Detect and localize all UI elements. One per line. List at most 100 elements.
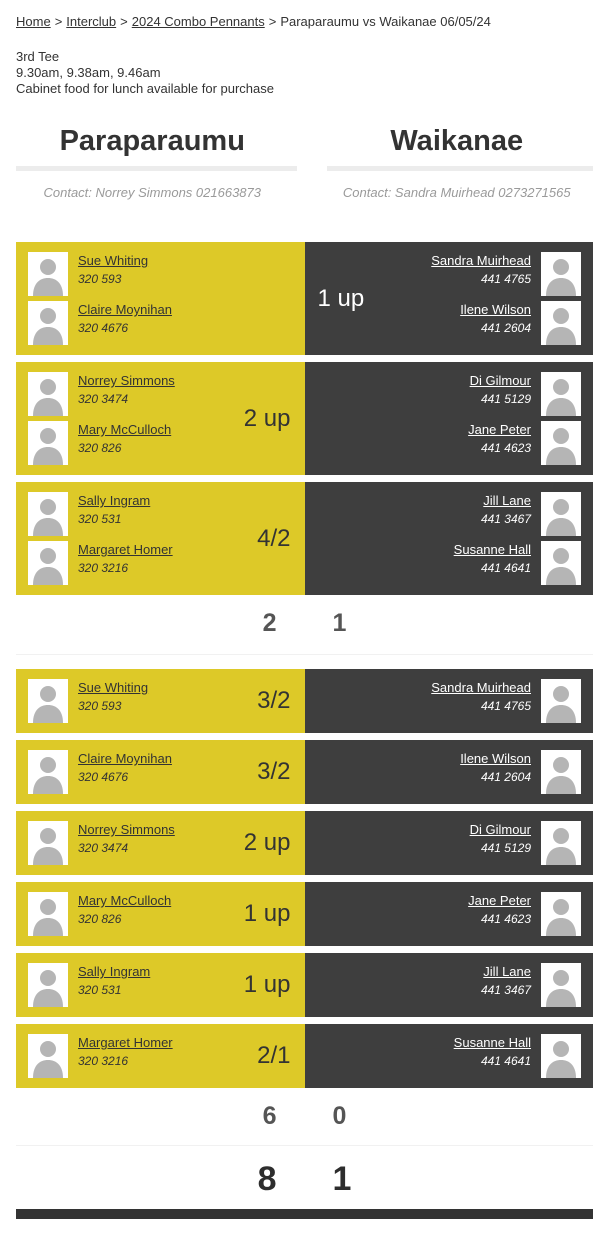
- player-entry: Margaret Homer 320 3216: [28, 541, 293, 585]
- singles-subtotal-away: 0: [332, 1102, 347, 1130]
- breadcrumb-separator: >: [54, 14, 63, 29]
- lunch-info: Cabinet food for lunch available for pur…: [16, 81, 274, 96]
- player-avatar: [28, 679, 68, 723]
- player-name-link[interactable]: Jill Lane: [483, 964, 531, 979]
- player-entry: Sue Whiting 320 593: [28, 679, 293, 723]
- player-name-link[interactable]: Margaret Homer: [78, 542, 173, 557]
- pairs-subtotal-home: 2: [262, 609, 277, 637]
- breadcrumb-link-combo-pennants[interactable]: 2024 Combo Pennants: [131, 14, 265, 29]
- player-number: 441 4641: [480, 1054, 531, 1068]
- player-name-link[interactable]: Sue Whiting: [78, 253, 149, 268]
- player-name-link[interactable]: Mary McCulloch: [78, 893, 172, 908]
- home-team-column: Paraparaumu Contact: Norrey Simmons 0216…: [0, 125, 305, 200]
- pairs-subtotal-away: 1: [332, 609, 347, 637]
- singles-subtotal-home: 6: [262, 1102, 277, 1130]
- player-number: 441 2604: [480, 321, 531, 335]
- player-number: 320 826: [78, 912, 122, 926]
- player-number: 441 4641: [480, 561, 531, 575]
- pairs-match-1: Sue Whiting 320 593 Claire Moynihan 320 …: [16, 242, 593, 355]
- pairs-match-1-away-panel: 1 up Sandra Muirhead 441 4765 Ilene Wils…: [304, 242, 593, 355]
- player-number: 441 5129: [480, 392, 531, 406]
- player-name-link[interactable]: Sally Ingram: [78, 493, 151, 508]
- match-score: 2 up: [243, 404, 291, 432]
- player-entry: Ilene Wilson 441 2604: [460, 301, 581, 345]
- player-entry: Sandra Muirhead 441 4765: [431, 252, 581, 296]
- player-number: 441 4623: [480, 441, 531, 455]
- player-number: 320 3216: [78, 1054, 129, 1068]
- player-entry: Susanne Hall 441 4641: [454, 541, 581, 585]
- player-avatar: [541, 492, 581, 536]
- player-name-link[interactable]: Sandra Muirhead: [431, 253, 531, 268]
- away-team-name: Waikanae: [390, 125, 524, 157]
- player-avatar: [28, 492, 68, 536]
- player-name-link[interactable]: Ilene Wilson: [460, 751, 531, 766]
- singles-match-4: 1 up Mary McCulloch 320 826 Jane Peter 4…: [16, 882, 593, 946]
- match-score: 1 up: [243, 900, 291, 927]
- player-name-link[interactable]: Claire Moynihan: [78, 302, 172, 317]
- breadcrumb-separator: >: [268, 14, 277, 29]
- player-name-link[interactable]: Di Gilmour: [469, 373, 531, 388]
- player-name-link[interactable]: Ilene Wilson: [460, 302, 531, 317]
- player-entry: Di Gilmour 441 5129: [470, 821, 581, 865]
- singles-match-6: 2/1 Margaret Homer 320 3216 Susanne Hall…: [16, 1024, 593, 1088]
- player-number: 320 3216: [78, 561, 129, 575]
- home-team-contact: Contact: Norrey Simmons 021663873: [43, 185, 261, 200]
- player-name-link[interactable]: Sue Whiting: [78, 680, 149, 695]
- pairs-match-1-home-panel: Sue Whiting 320 593 Claire Moynihan 320 …: [16, 242, 305, 355]
- breadcrumb-current-page: Paraparaumu vs Waikanae 06/05/24: [280, 14, 491, 29]
- player-entry: Norrey Simmons 320 3474: [28, 372, 293, 416]
- player-avatar: [28, 892, 68, 936]
- singles-match-3: 2 up Norrey Simmons 320 3474 Di Gilmour …: [16, 811, 593, 875]
- player-number: 441 3467: [480, 512, 531, 526]
- player-avatar: [541, 892, 581, 936]
- pairs-match-3-home-panel: 4/2 Sally Ingram 320 531 Margaret Homer …: [16, 482, 305, 595]
- player-name-link[interactable]: Jane Peter: [468, 422, 531, 437]
- player-name-link[interactable]: Susanne Hall: [453, 1035, 531, 1050]
- player-name-link[interactable]: Mary McCulloch: [78, 422, 172, 437]
- player-name-link[interactable]: Norrey Simmons: [78, 822, 175, 837]
- player-entry: Jane Peter 441 4623: [468, 421, 581, 465]
- player-avatar: [541, 750, 581, 794]
- player-entry: Mary McCulloch 320 826: [28, 892, 293, 936]
- breadcrumb-link-interclub[interactable]: Interclub: [66, 14, 117, 29]
- grand-total-away: 1: [332, 1160, 352, 1198]
- player-avatar: [28, 750, 68, 794]
- section-divider: [16, 654, 593, 655]
- player-number: 320 593: [78, 272, 122, 286]
- player-avatar: [541, 252, 581, 296]
- player-number: 441 5129: [480, 841, 531, 855]
- player-name-link[interactable]: Di Gilmour: [469, 822, 531, 837]
- player-name-link[interactable]: Margaret Homer: [78, 1035, 173, 1050]
- player-name-link[interactable]: Claire Moynihan: [78, 751, 172, 766]
- home-team-name: Paraparaumu: [59, 125, 245, 157]
- singles-section: 3/2 Sue Whiting 320 593 Sandra Muirhead …: [0, 669, 609, 1088]
- away-team-rule: [326, 166, 593, 171]
- player-entry: Sue Whiting 320 593: [28, 252, 293, 296]
- singles-match-5: 1 up Sally Ingram 320 531 Jill Lane 441 …: [16, 953, 593, 1017]
- singles-match-1: 3/2 Sue Whiting 320 593 Sandra Muirhead …: [16, 669, 593, 733]
- pairs-match-2: 2 up Norrey Simmons 320 3474 Mary McCull…: [16, 362, 593, 475]
- team-headers: Paraparaumu Contact: Norrey Simmons 0216…: [0, 125, 609, 200]
- grand-total-home: 8: [257, 1160, 277, 1198]
- player-number: 441 4765: [480, 272, 531, 286]
- player-name-link[interactable]: Norrey Simmons: [78, 373, 175, 388]
- player-name-link[interactable]: Jane Peter: [468, 893, 531, 908]
- event-info: 3rd Tee 9.30am, 9.38am, 9.46am Cabinet f…: [16, 49, 593, 97]
- player-avatar: [541, 372, 581, 416]
- breadcrumb-link-home[interactable]: Home: [16, 14, 51, 29]
- player-avatar: [28, 252, 68, 296]
- away-team-column: Waikanae Contact: Sandra Muirhead 027327…: [305, 125, 609, 200]
- player-number: 441 4765: [480, 699, 531, 713]
- match-score: 4/2: [257, 524, 291, 552]
- tee-info: 3rd Tee: [16, 49, 60, 64]
- player-name-link[interactable]: Sandra Muirhead: [431, 680, 531, 695]
- player-avatar: [28, 821, 68, 865]
- tee-times: 9.30am, 9.38am, 9.46am: [16, 65, 161, 80]
- pairs-match-2-home-panel: 2 up Norrey Simmons 320 3474 Mary McCull…: [16, 362, 305, 475]
- player-avatar: [541, 679, 581, 723]
- player-name-link[interactable]: Susanne Hall: [453, 542, 531, 557]
- player-name-link[interactable]: Jill Lane: [483, 493, 531, 508]
- player-number: 320 4676: [78, 770, 129, 784]
- player-entry: Sally Ingram 320 531: [28, 492, 293, 536]
- player-name-link[interactable]: Sally Ingram: [78, 964, 151, 979]
